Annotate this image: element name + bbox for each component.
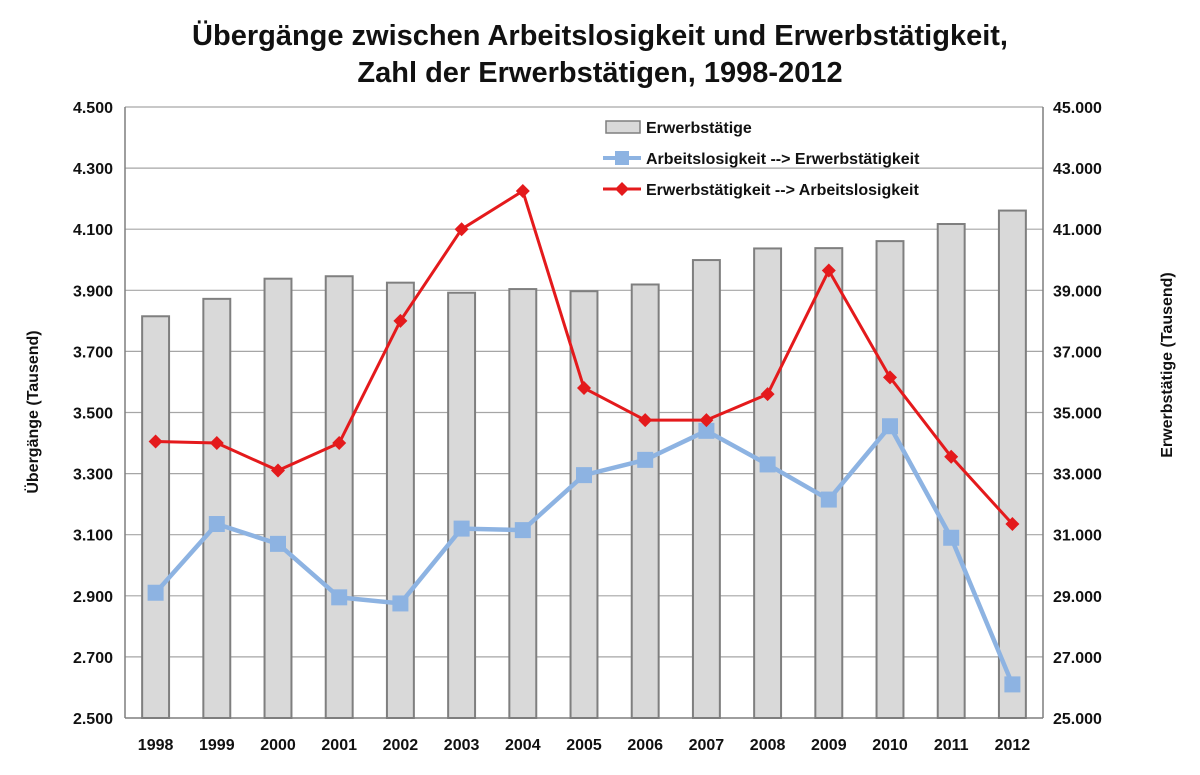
point-arbeitslos-erwerb-2010 — [882, 418, 898, 435]
bar-erwerbstaetige-2000 — [263, 277, 293, 719]
point-arbeitslos-erwerb-2008 — [759, 456, 776, 473]
x-tick-label: 2004 — [505, 737, 541, 754]
point-erwerb-arbeitslos-2001 — [332, 436, 347, 451]
point-arbeitslos-erwerb-1999 — [208, 516, 225, 533]
left-tick-label: 3.500 — [73, 406, 113, 423]
point-arbeitslos-erwerb-2009 — [820, 491, 837, 508]
legend-marker-square — [615, 151, 629, 165]
right-tick-label: 37.000 — [1053, 344, 1102, 361]
x-axis-ticks: 1998 1999 2000 2001 2002 2003 2004 2005 2006 2007… — [138, 737, 1030, 754]
point-arbeitslos-erwerb-2004 — [514, 522, 531, 539]
x-tick-label: 2006 — [627, 737, 663, 754]
left-tick-label: 4.300 — [73, 161, 113, 178]
point-arbeitslos-erwerb-2005 — [576, 467, 592, 484]
bar-erwerbstaetige-1999 — [202, 297, 232, 719]
point-arbeitslos-erwerb-2006 — [637, 451, 654, 468]
point-arbeitslos-erwerb-2011 — [943, 529, 960, 546]
left-tick-label: 3.300 — [73, 467, 113, 484]
x-tick-label: 2002 — [383, 737, 419, 754]
bar-erwerbstaetige-2002 — [385, 281, 415, 719]
left-tick-label: 3.700 — [73, 344, 113, 361]
legend-marker-diamond — [615, 182, 629, 196]
point-arbeitslos-erwerb-1998 — [147, 584, 164, 601]
point-erwerb-arbeitslos-2005 — [577, 381, 591, 396]
bar-erwerbstaetige-2012 — [997, 209, 1027, 719]
right-tick-label: 35.000 — [1053, 406, 1102, 423]
x-tick-label: 1999 — [199, 737, 235, 754]
bar-erwerbstaetige-2006 — [630, 283, 660, 719]
legend-label-arbeitslos-erwerb: Arbeitslosigkeit --> Erwerbstätigkeit — [646, 151, 920, 168]
point-erwerb-arbeitslos-1999 — [209, 436, 224, 451]
chart-subtitle: Zahl der Erwerbstätigen, 1998-2012 — [357, 57, 842, 89]
point-erwerb-arbeitslos-2008 — [760, 387, 775, 402]
left-tick-label: 3.100 — [73, 528, 113, 545]
left-tick-label: 4.100 — [73, 222, 113, 239]
point-erwerb-arbeitslos-2004 — [515, 184, 530, 199]
bar-erwerbstaetige-2009 — [814, 247, 844, 720]
point-erwerb-arbeitslos-2006 — [638, 413, 653, 428]
point-erwerb-arbeitslos-2002 — [393, 313, 408, 328]
bar-erwerbstaetige-1998 — [141, 315, 171, 719]
point-arbeitslos-erwerb-2000 — [270, 535, 286, 552]
point-arbeitslos-erwerb-2012 — [1004, 676, 1021, 693]
bar-erwerbstaetige-2010 — [875, 240, 905, 719]
bar-erwerbstaetige-2004 — [508, 288, 538, 719]
bar-erwerbstaetige-2008 — [753, 247, 783, 719]
x-tick-label: 2003 — [444, 737, 480, 754]
point-erwerb-arbeitslos-2009 — [821, 263, 836, 278]
right-tick-label: 41.000 — [1053, 222, 1102, 239]
point-erwerb-arbeitslos-2007 — [699, 413, 714, 428]
chart-title: Übergänge zwischen Arbeitslosigkeit und … — [192, 19, 1008, 52]
x-tick-label: 2009 — [811, 737, 847, 754]
bars-erwerbstaetige — [141, 209, 1027, 720]
right-tick-label: 43.000 — [1053, 161, 1102, 178]
x-tick-label: 2000 — [260, 737, 296, 754]
right-tick-label: 39.000 — [1053, 283, 1102, 300]
right-tick-label: 27.000 — [1053, 650, 1102, 667]
lines — [147, 184, 1021, 693]
point-erwerb-arbeitslos-1998 — [148, 434, 163, 449]
point-erwerb-arbeitslos-2000 — [271, 463, 285, 478]
bar-erwerbstaetige-2001 — [324, 275, 354, 719]
left-tick-label: 4.500 — [73, 100, 113, 117]
left-axis-title: Übergänge (Tausend) — [23, 330, 42, 493]
x-tick-label: 1998 — [138, 737, 174, 754]
bar-erwerbstaetige-2011 — [936, 223, 966, 719]
x-tick-label: 2001 — [321, 737, 357, 754]
left-tick-label: 2.900 — [73, 589, 113, 606]
legend: Erwerbstätige Arbeitslosigkeit --> Erwer… — [603, 120, 920, 199]
point-arbeitslos-erwerb-2007 — [698, 422, 715, 439]
x-tick-label: 2011 — [934, 737, 969, 754]
x-tick-label: 2010 — [872, 737, 908, 754]
legend-swatch-erwerbstaetige — [605, 120, 641, 134]
right-tick-label: 33.000 — [1053, 467, 1102, 484]
right-tick-label: 45.000 — [1053, 100, 1102, 117]
bar-erwerbstaetige-2003 — [447, 291, 477, 719]
left-tick-label: 2.700 — [73, 650, 113, 667]
legend-label-erwerb-arbeitslos: Erwerbstätigkeit --> Arbeitslosigkeit — [646, 182, 919, 199]
point-arbeitslos-erwerb-2002 — [392, 595, 409, 612]
right-tick-label: 29.000 — [1053, 589, 1102, 606]
left-tick-label: 3.900 — [73, 283, 113, 300]
right-tick-label: 25.000 — [1053, 711, 1102, 728]
point-erwerb-arbeitslos-2012 — [1005, 517, 1020, 532]
axes — [124, 107, 1044, 719]
point-erwerb-arbeitslos-2011 — [944, 449, 959, 464]
legend-label-erwerbstaetige: Erwerbstätige — [646, 120, 752, 137]
left-tick-label: 2.500 — [73, 711, 113, 728]
point-erwerb-arbeitslos-2003 — [454, 222, 469, 237]
point-arbeitslos-erwerb-2003 — [453, 520, 470, 537]
x-tick-label: 2012 — [995, 737, 1031, 754]
x-tick-label: 2007 — [689, 737, 725, 754]
right-tick-label: 31.000 — [1053, 528, 1102, 545]
x-tick-label: 2008 — [750, 737, 786, 754]
x-tick-label: 2005 — [566, 737, 602, 754]
point-arbeitslos-erwerb-2001 — [331, 589, 348, 606]
point-erwerb-arbeitslos-2010 — [883, 370, 897, 385]
right-axis-ticks: 25.000 27.000 29.000 31.000 33.000 35.000 37.0… — [1053, 100, 1102, 728]
right-axis-title: Erwerbstätige (Tausend) — [1159, 272, 1176, 458]
bar-erwerbstaetige-2007 — [691, 259, 721, 719]
left-axis-ticks: 2.500 2.700 2.900 3.100 3.300 3.500 3.700 3.900… — [73, 100, 113, 728]
